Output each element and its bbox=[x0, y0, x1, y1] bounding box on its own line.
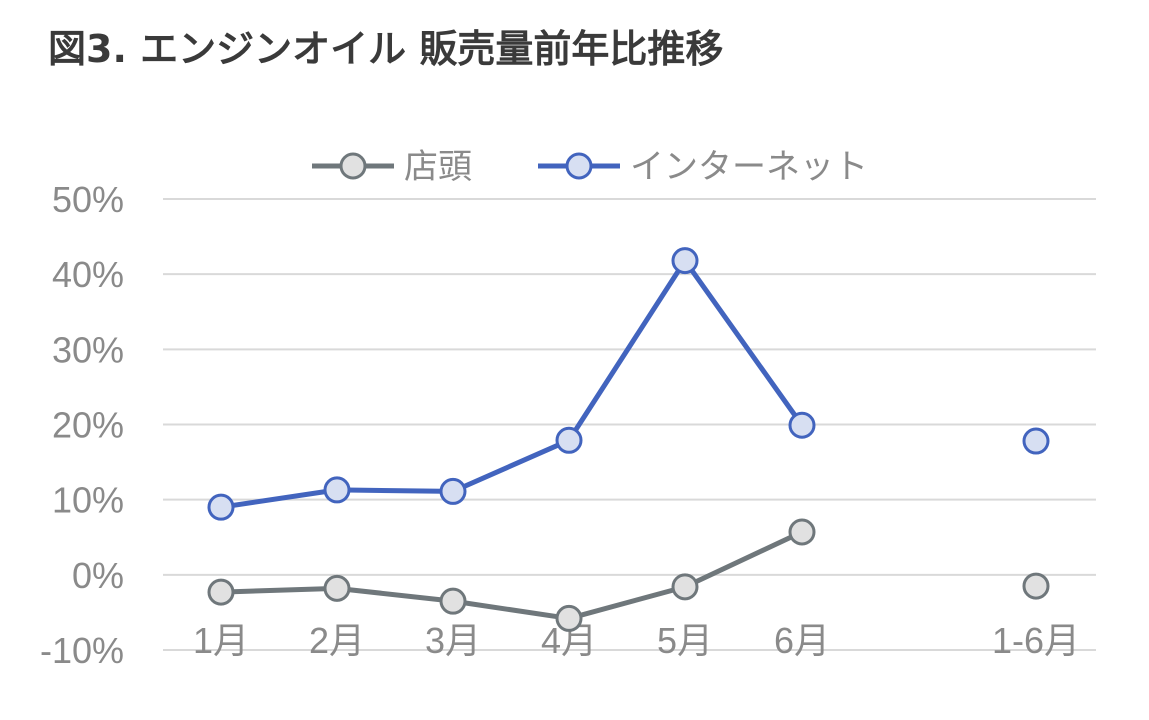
data-point bbox=[1022, 572, 1050, 600]
data-point bbox=[671, 247, 699, 275]
series-line bbox=[220, 258, 805, 510]
data-point bbox=[788, 411, 816, 439]
x-tick-label: 6月 bbox=[774, 620, 830, 661]
series-layer bbox=[207, 247, 1050, 632]
data-point bbox=[671, 573, 699, 601]
data-point bbox=[1022, 427, 1050, 455]
gridlines bbox=[163, 198, 1096, 651]
data-point bbox=[439, 587, 467, 615]
data-point bbox=[555, 604, 583, 632]
legend-label: 店頭 bbox=[404, 147, 472, 187]
data-point bbox=[207, 493, 235, 521]
x-tick-label: 1月 bbox=[193, 620, 249, 661]
x-tick-label: 1-6月 bbox=[992, 620, 1080, 661]
data-point bbox=[323, 476, 351, 504]
y-axis-ticks: 50% 40% 30% 20% 10% 0% -10% bbox=[40, 179, 124, 671]
x-axis-ticks: 1月 2月 3月 4月 5月 6月 1-6月 bbox=[193, 620, 1080, 661]
legend-label: インターネット bbox=[630, 147, 868, 187]
data-point bbox=[207, 578, 235, 606]
legend-swatch-marker bbox=[565, 152, 593, 180]
y-tick-label: 50% bbox=[52, 179, 124, 220]
x-tick-label: 5月 bbox=[657, 620, 713, 661]
y-tick-label: -10% bbox=[40, 630, 124, 671]
y-tick-label: 0% bbox=[72, 555, 124, 596]
y-tick-label: 40% bbox=[52, 254, 124, 295]
y-tick-label: 10% bbox=[52, 480, 124, 521]
legend-swatch-marker bbox=[339, 152, 367, 180]
data-point bbox=[555, 426, 583, 454]
x-tick-label: 3月 bbox=[425, 620, 481, 661]
legend: 店頭 インターネット bbox=[312, 147, 868, 187]
data-point bbox=[439, 477, 467, 505]
chart-title: 図3. エンジンオイル 販売量前年比推移 bbox=[48, 27, 724, 71]
data-point bbox=[323, 574, 351, 602]
x-tick-label: 2月 bbox=[309, 620, 365, 661]
series-line bbox=[220, 529, 804, 621]
data-point bbox=[788, 518, 816, 546]
y-tick-label: 20% bbox=[52, 405, 124, 446]
y-tick-label: 30% bbox=[52, 329, 124, 370]
